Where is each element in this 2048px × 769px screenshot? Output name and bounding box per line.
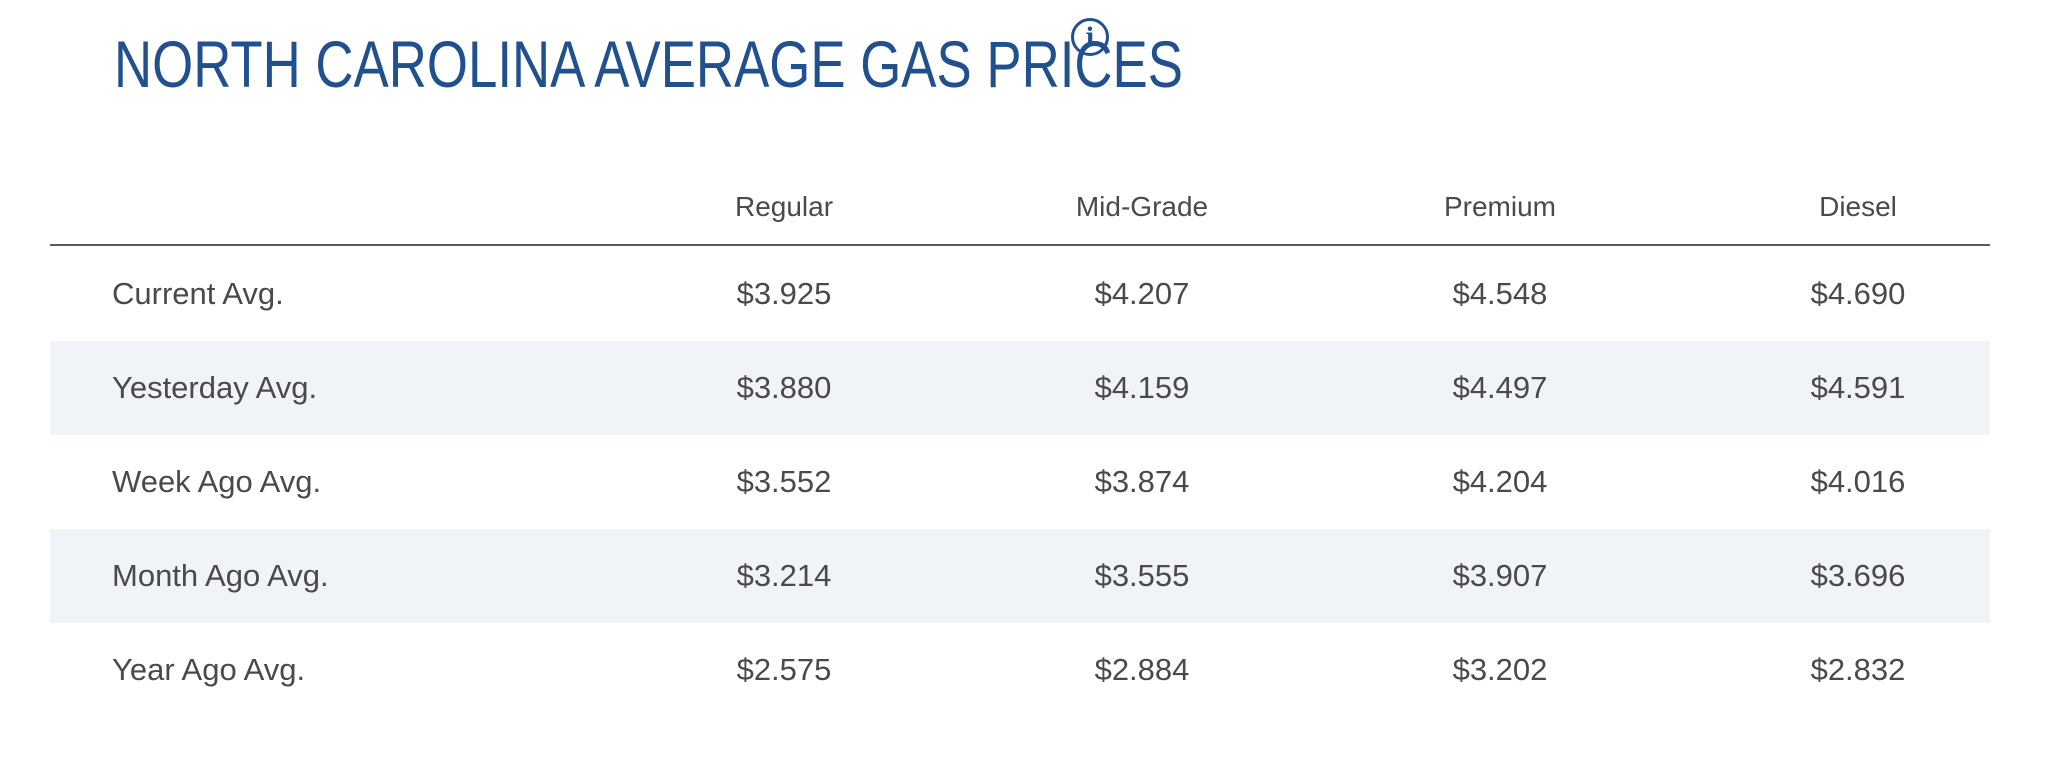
table-row-week-ago-avg: Week Ago Avg. $3.552 $3.874 $4.204 $4.01… — [50, 435, 1990, 529]
row-label: Week Ago Avg. — [112, 464, 322, 499]
price-premium: $4.497 — [1452, 370, 1548, 405]
row-label: Current Avg. — [112, 276, 284, 311]
price-mid-grade: $4.159 — [1094, 370, 1190, 405]
row-label: Year Ago Avg. — [112, 652, 306, 687]
column-header-regular: Regular — [734, 191, 834, 222]
price-mid-grade: $4.207 — [1094, 276, 1190, 311]
table-row-year-ago-avg: Year Ago Avg. $2.575 $2.884 $3.202 $2.83… — [50, 623, 1990, 717]
page-title: NORTH CAROLINA AVERAGE GAS PRICES — [114, 27, 1183, 101]
price-mid-grade: $2.884 — [1094, 652, 1190, 687]
price-diesel: $4.591 — [1810, 370, 1906, 405]
row-label: Month Ago Avg. — [112, 558, 329, 593]
column-header-diesel: Diesel — [1819, 191, 1897, 222]
price-diesel: $4.016 — [1810, 464, 1906, 499]
price-regular: $3.214 — [736, 558, 832, 593]
price-regular: $3.880 — [736, 370, 832, 405]
price-diesel: $3.696 — [1810, 558, 1906, 593]
row-label: Yesterday Avg. — [112, 370, 318, 405]
price-regular: $3.552 — [736, 464, 832, 499]
price-premium: $3.202 — [1452, 652, 1548, 687]
table-row-month-ago-avg: Month Ago Avg. $3.214 $3.555 $3.907 $3.6… — [50, 529, 1990, 623]
table-row-yesterday-avg: Yesterday Avg. $3.880 $4.159 $4.497 $4.5… — [50, 341, 1990, 435]
price-premium: $3.907 — [1452, 558, 1548, 593]
table-header: Regular Mid-Grade Premium Diesel — [50, 180, 1990, 246]
price-mid-grade: $3.874 — [1094, 464, 1190, 499]
price-mid-grade: $3.555 — [1094, 558, 1190, 593]
price-diesel: $4.690 — [1810, 276, 1906, 311]
price-diesel: $2.832 — [1810, 652, 1906, 687]
column-header-mid-grade: Mid-Grade — [1075, 191, 1209, 222]
price-regular: $2.575 — [736, 652, 832, 687]
price-regular: $3.925 — [736, 276, 832, 311]
table-row-current-avg: Current Avg. $3.925 $4.207 $4.548 $4.690 — [50, 247, 1990, 341]
price-premium: $4.204 — [1452, 464, 1548, 499]
info-icon[interactable]: i — [1071, 18, 1109, 56]
column-header-premium: Premium — [1443, 191, 1556, 222]
price-premium: $4.548 — [1452, 276, 1548, 311]
